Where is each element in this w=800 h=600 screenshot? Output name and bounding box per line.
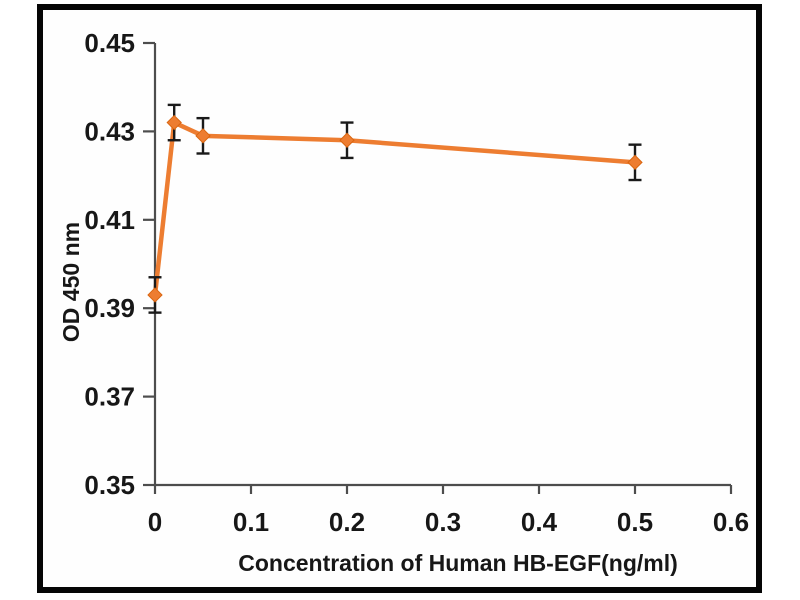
y-axis-title: OD 450 nm bbox=[58, 222, 84, 342]
y-tick-label: 0.35 bbox=[84, 470, 135, 500]
y-tick-label: 0.37 bbox=[84, 382, 135, 412]
y-tick-label: 0.43 bbox=[84, 116, 135, 146]
data-point-marker bbox=[166, 114, 182, 131]
x-tick-label: 0.4 bbox=[521, 507, 558, 537]
x-tick-label: 0.1 bbox=[233, 507, 269, 537]
data-point-marker bbox=[627, 154, 643, 171]
data-point-marker bbox=[339, 132, 355, 148]
x-tick-label: 0.3 bbox=[425, 507, 461, 537]
x-tick-label: 0.5 bbox=[617, 507, 653, 537]
y-tick-label: 0.39 bbox=[84, 293, 135, 323]
x-tick-label: 0.2 bbox=[329, 507, 365, 537]
x-axis-title: Concentration of Human HB-EGF(ng/ml) bbox=[238, 550, 678, 576]
data-point-marker bbox=[195, 128, 211, 144]
y-tick-label: 0.45 bbox=[84, 28, 135, 58]
y-tick-label: 0.41 bbox=[84, 205, 135, 235]
data-point-marker bbox=[147, 287, 163, 303]
series-line bbox=[152, 120, 638, 298]
x-tick-label: 0 bbox=[148, 507, 162, 537]
x-tick-label: 0.6 bbox=[713, 507, 749, 537]
